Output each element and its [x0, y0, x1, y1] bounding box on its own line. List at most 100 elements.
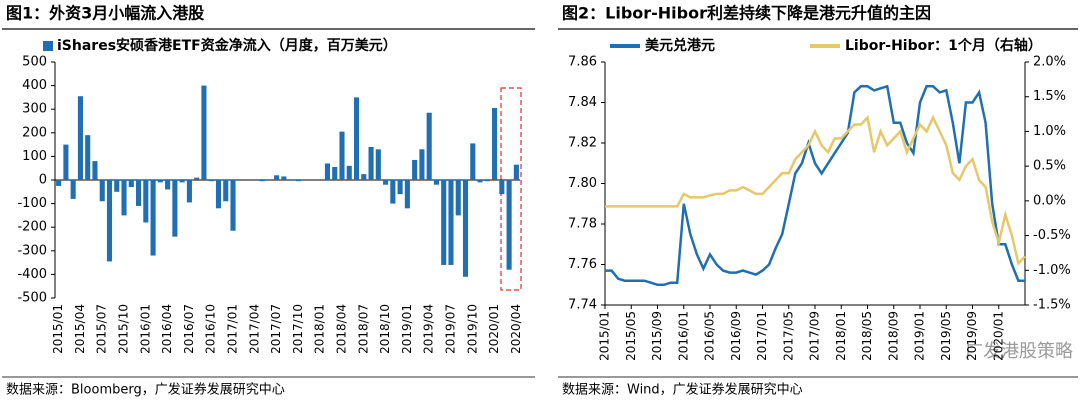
- bar: [194, 177, 200, 180]
- bar: [215, 180, 222, 209]
- y-tick-label: -100: [17, 196, 47, 211]
- bar: [412, 159, 418, 180]
- x-tick-label: 2019/04: [422, 304, 436, 354]
- x-tick-label: 2016/07: [182, 304, 196, 354]
- bar: [85, 135, 91, 180]
- series-line: [605, 114, 1026, 266]
- y2-tick-label: 1.0%: [1033, 124, 1066, 139]
- bar: [121, 180, 127, 216]
- x-tick-label: 2017/04: [247, 304, 261, 354]
- y-tick-label: 7.84: [568, 95, 597, 110]
- y2-tick-label: 0.0%: [1033, 193, 1066, 208]
- x-tick-label: 2015/04: [73, 304, 87, 354]
- y2-tick-label: -1.5%: [1033, 298, 1071, 313]
- y2-tick-label: -0.5%: [1033, 228, 1071, 243]
- y-tick-label: 7.82: [568, 136, 597, 151]
- bar: [397, 180, 403, 195]
- bar: [375, 149, 381, 180]
- chart-title: 图1：外资3月小幅流入港股: [6, 4, 205, 23]
- y-tick-label: 7.74: [568, 298, 597, 313]
- bar: [353, 97, 360, 180]
- bar: [208, 180, 214, 182]
- bar: [223, 180, 229, 202]
- bar: [404, 180, 410, 209]
- y2-tick-label: 0.5%: [1033, 159, 1066, 174]
- y-tick-label: -500: [17, 291, 47, 306]
- bar: [441, 180, 447, 265]
- highlight-box: [500, 87, 522, 291]
- bar: [383, 180, 389, 185]
- bar: [361, 174, 367, 180]
- bar: [462, 180, 469, 277]
- bar: [63, 144, 69, 180]
- x-tick-label: 2018/01: [834, 311, 848, 361]
- chart-title: 图2：Libor-Hibor利差持续下降是港元升值的主因: [562, 4, 931, 23]
- bar: [455, 180, 461, 216]
- bar: [513, 164, 519, 180]
- y-tick-label: -400: [17, 267, 47, 282]
- legend-swatch: [43, 41, 53, 51]
- y-tick-label: 0: [39, 173, 47, 188]
- bar: [143, 180, 149, 223]
- source-note: 数据来源：Wind，广发证券发展研究中心: [562, 382, 803, 398]
- bar: [165, 180, 171, 190]
- legend-label: Libor-Hibor：1个月（右轴）: [845, 37, 1042, 54]
- x-tick-label: 2015/01: [51, 304, 65, 354]
- bar: [499, 180, 505, 195]
- x-tick-label: 2019/01: [400, 304, 414, 354]
- x-tick-label: 2015/01: [598, 311, 612, 361]
- series-line: [605, 84, 1025, 287]
- y-tick-label: 7.86: [568, 55, 597, 70]
- y2-tick-label: -1.0%: [1033, 263, 1071, 278]
- bar: [150, 180, 156, 256]
- x-tick-label: 2018/09: [886, 311, 900, 361]
- bar: [136, 180, 142, 206]
- bar: [99, 180, 105, 202]
- x-tick-label: 2016/09: [729, 311, 743, 361]
- x-tick-label: 2016/05: [703, 311, 717, 361]
- bar: [324, 163, 331, 180]
- x-tick-label: 2016/04: [160, 304, 174, 354]
- bar: [368, 146, 374, 180]
- bar: [157, 180, 163, 183]
- bar: [295, 180, 301, 182]
- x-tick-label: 2019/07: [443, 304, 457, 354]
- x-tick-label: 2017/01: [755, 311, 769, 361]
- bar: [114, 180, 120, 192]
- y-tick-label: 7.80: [568, 176, 597, 191]
- bar: [92, 161, 98, 180]
- y-tick-label: -300: [17, 243, 47, 258]
- x-tick-label: 2017/07: [269, 304, 283, 354]
- bar: [477, 180, 483, 183]
- bar: [419, 149, 425, 180]
- x-tick-label: 2016/01: [676, 311, 690, 361]
- y-tick-label: 300: [22, 102, 47, 117]
- x-tick-label: 2015/09: [650, 311, 664, 361]
- x-tick-label: 2017/01: [226, 304, 240, 354]
- source-note: 数据来源：Bloomberg，广发证券发展研究中心: [6, 382, 285, 398]
- x-tick-label: 2019/01: [913, 311, 927, 361]
- x-tick-label: 2016/01: [138, 304, 152, 354]
- y-tick-label: 500: [22, 55, 47, 70]
- bar: [433, 180, 439, 185]
- bar: [426, 112, 432, 180]
- bar: [281, 176, 287, 180]
- x-tick-label: 2018/07: [356, 304, 370, 354]
- x-tick-label: 2016/10: [204, 304, 218, 354]
- bar: [332, 167, 338, 180]
- x-tick-label: 2018/10: [378, 304, 392, 354]
- bar: [259, 180, 265, 182]
- x-tick-label: 2020/01: [991, 311, 1005, 361]
- x-tick-label: 2017/10: [291, 304, 305, 354]
- x-tick-label: 2017/05: [781, 311, 795, 361]
- bar: [470, 143, 476, 180]
- bar: [390, 180, 396, 204]
- x-tick-label: 2017/09: [808, 311, 822, 361]
- bar: [448, 180, 454, 265]
- bar: [339, 131, 345, 180]
- bar: [201, 85, 207, 180]
- y-tick-label: 400: [22, 78, 47, 93]
- bar: [179, 180, 185, 183]
- legend-label: iShares安硕香港ETF资金净流入（月度，百万美元）: [57, 37, 397, 54]
